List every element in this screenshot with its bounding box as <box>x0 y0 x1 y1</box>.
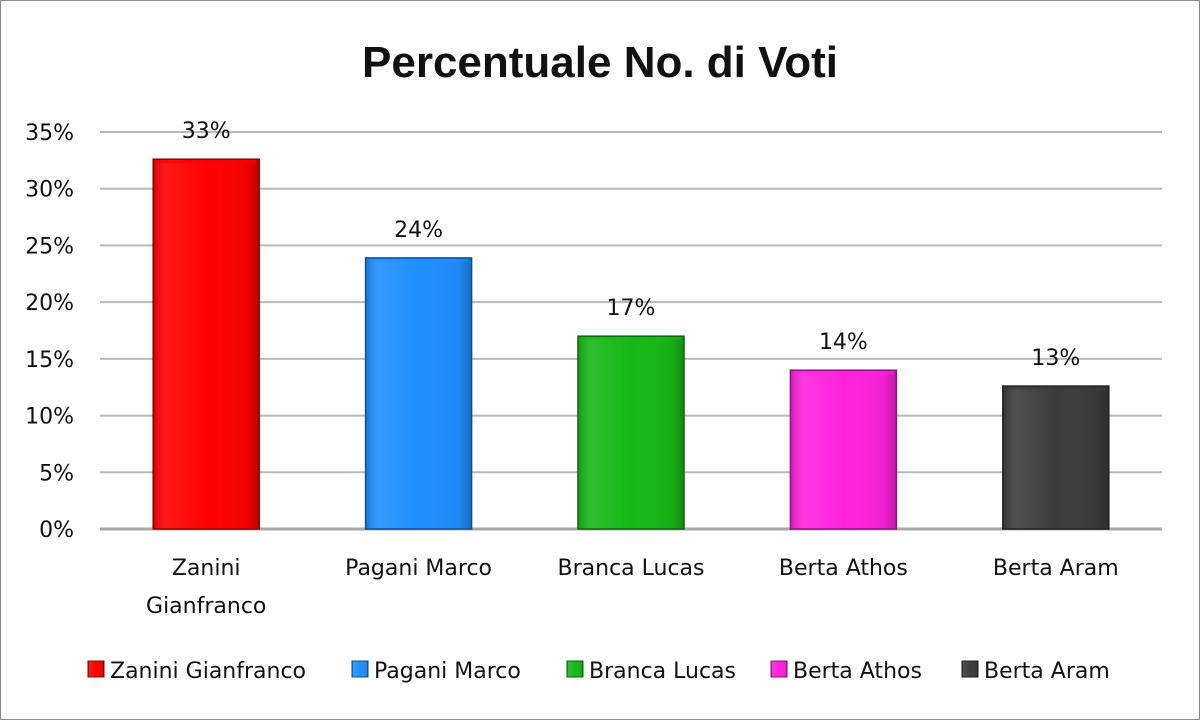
y-tick-label: 5% <box>39 461 74 486</box>
legend-swatch-sheen <box>352 661 368 677</box>
data-label: 24% <box>394 218 443 243</box>
x-tick-label-line: Zanini <box>172 556 241 581</box>
legend-label: Zanini Gianfranco <box>110 659 306 684</box>
legend-swatch-sheen <box>771 661 787 677</box>
bar-sheen <box>790 370 897 529</box>
data-label: 33% <box>182 119 231 144</box>
bar-sheen <box>578 336 684 529</box>
bar <box>789 369 898 530</box>
bar-bevel <box>1005 386 1106 391</box>
legend-entry: Berta Aram <box>961 659 1110 684</box>
legend-entry: Zanini Gianfranco <box>87 659 306 684</box>
x-tick-label: Pagani Marco <box>345 556 492 581</box>
x-tick-label-line: Berta Aram <box>993 556 1119 581</box>
legend-label: Berta Aram <box>984 659 1110 684</box>
bar-sheen <box>365 257 472 529</box>
bar-bevel <box>581 336 681 341</box>
legend-swatch-sheen <box>567 661 583 677</box>
data-label: 13% <box>1031 346 1080 371</box>
bar-bevel <box>156 159 257 164</box>
chart-title: Percentuale No. di Voti <box>362 38 838 87</box>
legend-swatch-sheen <box>88 661 104 677</box>
bar <box>364 257 473 530</box>
bar-outline <box>577 335 685 530</box>
legend-entry: Pagani Marco <box>351 659 521 684</box>
x-tick-label: Branca Lucas <box>558 556 705 581</box>
bar-bevel <box>368 257 469 262</box>
bar <box>577 335 685 530</box>
legend-entry: Berta Athos <box>770 659 922 684</box>
x-tick-label: Zanini Gianfranco <box>146 556 266 619</box>
legend-label: Branca Lucas <box>589 659 736 684</box>
bar-outline <box>1002 385 1110 530</box>
bar-outline <box>789 369 898 530</box>
data-label: 14% <box>819 330 868 355</box>
x-tick-label-line: Branca Lucas <box>558 556 705 581</box>
bar <box>1002 385 1110 530</box>
bar-outline <box>152 158 260 530</box>
data-label: 17% <box>607 296 656 321</box>
y-tick-label: 25% <box>25 234 74 259</box>
legend-entry: Branca Lucas <box>566 659 736 684</box>
bar-sheen <box>1002 386 1109 529</box>
bar-outline <box>364 257 473 530</box>
legend-label: Pagani Marco <box>374 659 521 684</box>
y-tick-label: 30% <box>25 178 74 203</box>
y-tick-label: 35% <box>25 121 74 146</box>
y-tick-label: 10% <box>25 405 74 430</box>
bar-bevel <box>793 370 894 375</box>
legend-label: Berta Athos <box>793 659 922 684</box>
legend-swatch-sheen <box>962 661 978 677</box>
x-tick-label-line: Pagani Marco <box>345 556 492 581</box>
y-tick-label: 0% <box>39 518 74 543</box>
bar <box>152 158 260 530</box>
x-tick-label: Berta Aram <box>993 556 1119 581</box>
y-tick-label: 15% <box>25 348 74 373</box>
x-tick-label-line: Gianfranco <box>146 594 266 619</box>
bar-sheen <box>153 159 260 530</box>
x-tick-label: Berta Athos <box>779 556 908 581</box>
x-tick-label-line: Berta Athos <box>779 556 908 581</box>
y-tick-label: 20% <box>25 291 74 316</box>
